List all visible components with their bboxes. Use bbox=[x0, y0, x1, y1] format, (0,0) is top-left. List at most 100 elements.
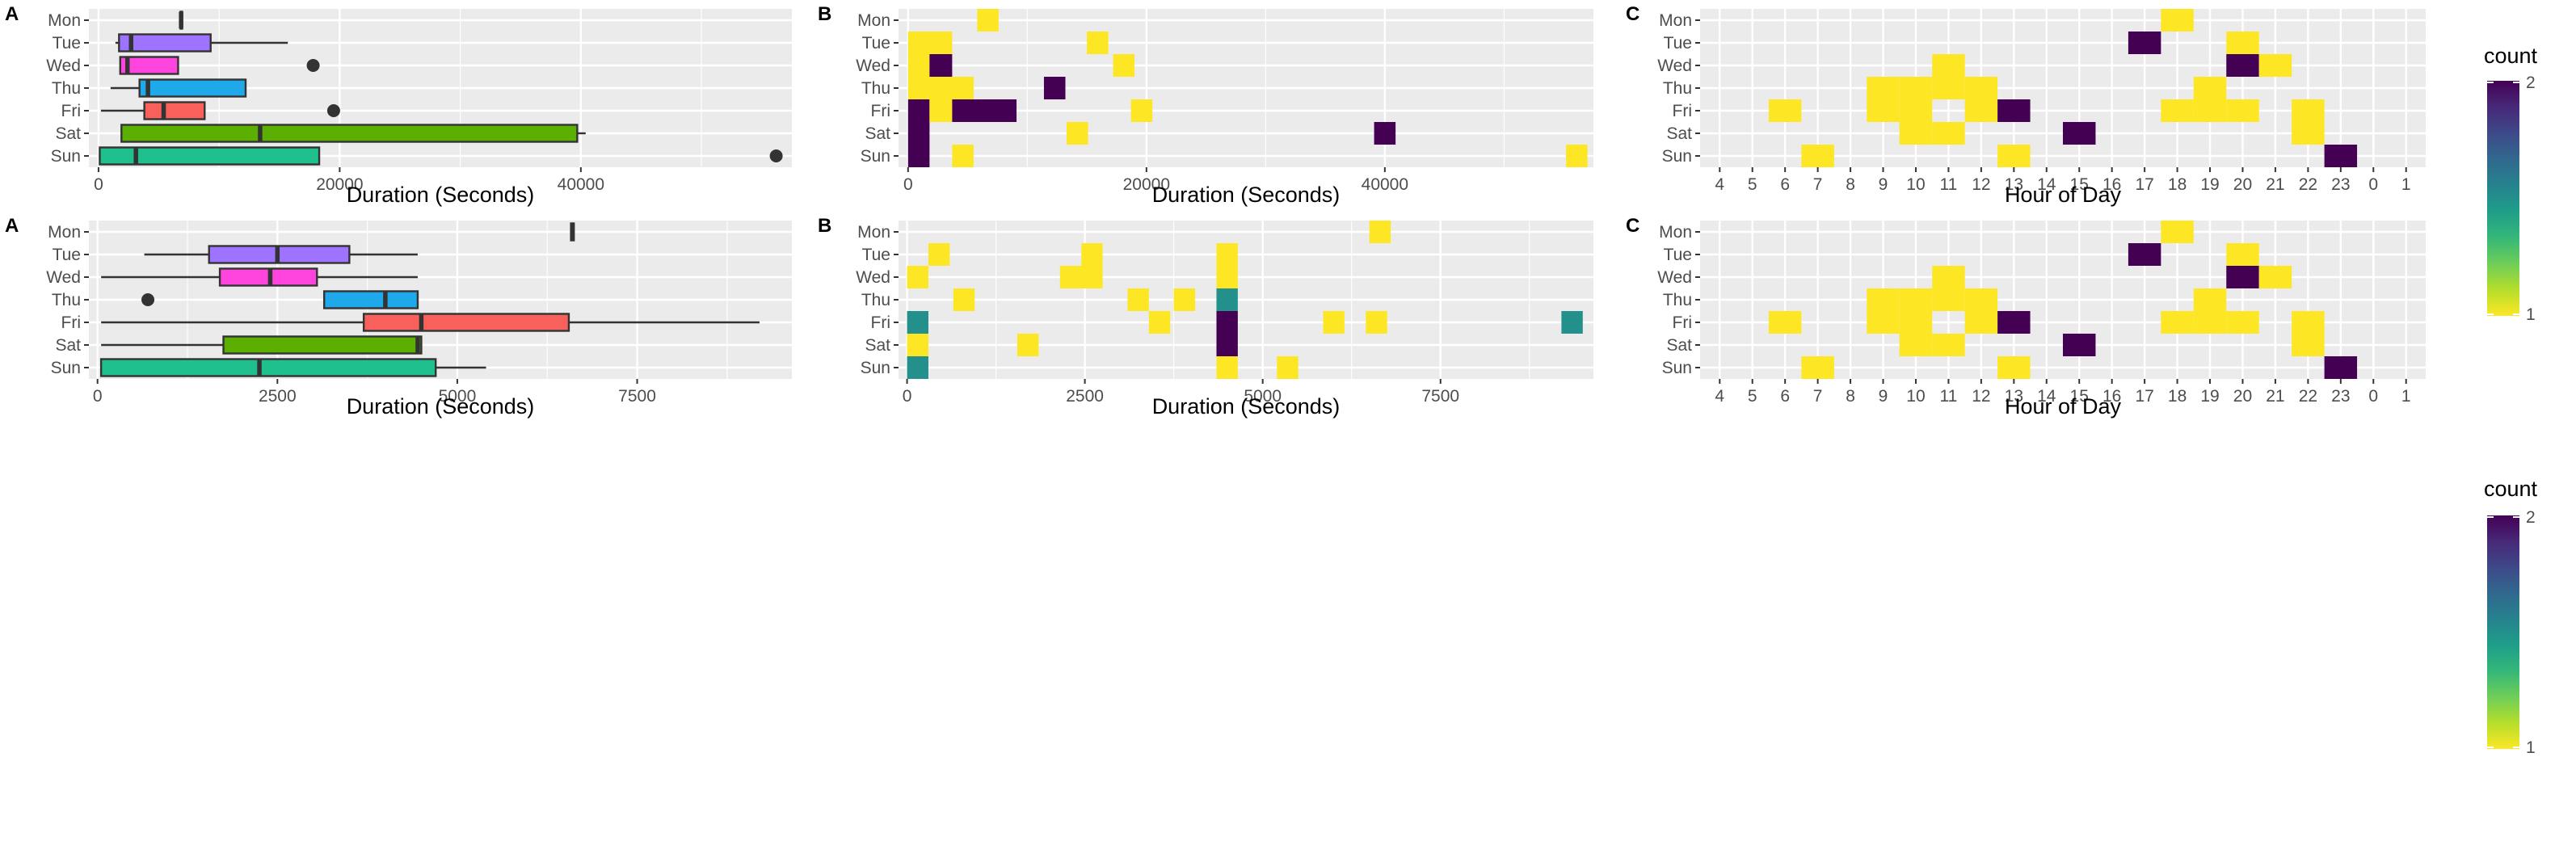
x-tick-label: 4 bbox=[1715, 387, 1724, 406]
heat-cell-tue bbox=[907, 32, 953, 54]
heat-cell-wed bbox=[1059, 266, 1103, 288]
y-tick-label: Thu bbox=[1663, 79, 1692, 98]
legend-top: count 2 1 bbox=[2484, 44, 2538, 324]
x-tick-label: 7 bbox=[1813, 387, 1823, 406]
legend-colorbar bbox=[2487, 515, 2519, 749]
heat-cell-fri bbox=[929, 99, 953, 122]
heat-cell-fri-18 bbox=[2161, 99, 2194, 122]
heat-cell-thu-9 bbox=[1867, 77, 1900, 99]
x-tick-label: 15 bbox=[2070, 175, 2089, 194]
heat-cell-sun bbox=[907, 356, 928, 379]
heat-cell-wed bbox=[929, 54, 953, 77]
box-wed bbox=[119, 56, 320, 75]
y-tick-label: Fri bbox=[61, 102, 82, 120]
x-tick-label: 7500 bbox=[1421, 387, 1459, 406]
x-tick-label: 17 bbox=[2135, 387, 2153, 406]
heat-cell-wed-21 bbox=[2258, 266, 2292, 288]
box-body bbox=[143, 101, 206, 120]
box-mon bbox=[179, 11, 183, 30]
box-fri bbox=[101, 313, 760, 332]
heat-cell-fri bbox=[907, 99, 930, 122]
x-tick-label: 1 bbox=[2401, 387, 2411, 406]
heat-cell-sat bbox=[1374, 122, 1396, 145]
x-tick-label: 13 bbox=[2005, 387, 2023, 406]
y-tick-label: Fri bbox=[1673, 102, 1693, 120]
x-tick-label: 4 bbox=[1715, 175, 1724, 194]
heat-cell-sat-11 bbox=[1932, 334, 1965, 356]
heat-cell-fri-18 bbox=[2161, 311, 2194, 334]
heat-cell-fri-12 bbox=[1964, 311, 1998, 334]
heat-cell-tue bbox=[1087, 32, 1109, 54]
x-tick-label: 0 bbox=[93, 387, 103, 406]
heat-cell-tue bbox=[1081, 243, 1103, 266]
x-tick-label: 0 bbox=[2368, 387, 2378, 406]
heat-cell-mon-18 bbox=[2161, 9, 2194, 32]
panel-bottom-B: B Mon Tue Wed Thu Fri Sat Sun 0 2500 5000 7500 Durat… bbox=[818, 215, 1593, 418]
heat-cell-fri-22 bbox=[2292, 311, 2325, 334]
heat-cell-sat bbox=[1017, 334, 1039, 356]
panel-tag: C bbox=[1626, 215, 1639, 237]
heat-cell-sun bbox=[1216, 356, 1238, 379]
box-body bbox=[99, 146, 321, 166]
heat-cell-thu-12 bbox=[1964, 288, 1998, 311]
y-tick-label: Sat bbox=[865, 124, 890, 143]
y-tick-label: Wed bbox=[46, 57, 81, 75]
x-tick-label: 1 bbox=[2401, 175, 2411, 194]
heat-cell-fri-19 bbox=[2193, 311, 2227, 334]
y-tick-label: Sat bbox=[1666, 124, 1692, 143]
heat-cell-tue-17 bbox=[2128, 243, 2161, 266]
heat-cell-mon bbox=[977, 9, 999, 32]
x-tick-label: 23 bbox=[2331, 175, 2350, 194]
heat-cell-thu bbox=[1043, 77, 1066, 99]
heat-cell-sat bbox=[907, 334, 928, 356]
box-sat bbox=[101, 335, 423, 355]
heat-cell-wed-11 bbox=[1932, 54, 1965, 77]
x-tick-label: 40000 bbox=[558, 175, 604, 194]
heat-cell-sat-10 bbox=[1899, 122, 1933, 145]
y-tick-label: Sun bbox=[861, 359, 890, 377]
heat-cell-sat bbox=[1066, 122, 1088, 145]
heat-cell-sun-13 bbox=[1997, 145, 2031, 167]
legend-tick-label: 2 bbox=[2526, 74, 2536, 92]
x-tick-label: 10 bbox=[1906, 387, 1925, 406]
heat-cell-fri bbox=[907, 311, 928, 334]
panel-tag: B bbox=[818, 215, 831, 237]
y-tick-label: Mon bbox=[48, 223, 81, 242]
heat-cell-sat-11 bbox=[1932, 122, 1965, 145]
legend-tick-label: 1 bbox=[2526, 738, 2536, 757]
heat-cell-fri bbox=[1148, 311, 1171, 334]
heat-cell-thu bbox=[1173, 288, 1196, 311]
heat-cell-sun bbox=[1277, 356, 1299, 379]
x-tick-label: 20000 bbox=[1123, 175, 1170, 194]
x-tick-label: 6 bbox=[1780, 175, 1790, 194]
heat-cell-fri bbox=[1323, 311, 1345, 334]
x-tick-label: 14 bbox=[2037, 387, 2056, 406]
heat-cell-tue bbox=[928, 243, 950, 266]
heat-cell-sun-7 bbox=[1801, 145, 1834, 167]
box-tue bbox=[115, 33, 288, 53]
legend-bottom: count 2 1 bbox=[2484, 477, 2538, 757]
x-tick-label: 0 bbox=[903, 387, 912, 406]
x-tick-label: 14 bbox=[2037, 175, 2056, 194]
x-tick-label: 21 bbox=[2266, 387, 2284, 406]
x-tick-label: 16 bbox=[2102, 387, 2121, 406]
x-tick-label: 17 bbox=[2135, 175, 2153, 194]
box-body bbox=[119, 56, 179, 75]
y-tick-label: Thu bbox=[52, 291, 81, 309]
y-tick-label: Fri bbox=[1673, 313, 1693, 332]
box-body bbox=[222, 335, 423, 355]
x-tick-label: 5000 bbox=[439, 387, 477, 406]
legend-tick-label: 2 bbox=[2526, 508, 2536, 527]
outlier-point bbox=[306, 59, 320, 72]
box-wed bbox=[101, 267, 418, 287]
heat-cell-sun-7 bbox=[1801, 356, 1834, 379]
x-tick-label: 16 bbox=[2102, 175, 2121, 194]
y-tick-label: Wed bbox=[1657, 57, 1692, 75]
heat-cell-mon bbox=[1369, 221, 1391, 243]
box-body bbox=[99, 358, 437, 377]
heat-cell-fri bbox=[1561, 311, 1583, 334]
x-tick-label: 18 bbox=[2168, 175, 2187, 194]
y-tick-label: Sun bbox=[861, 147, 890, 166]
